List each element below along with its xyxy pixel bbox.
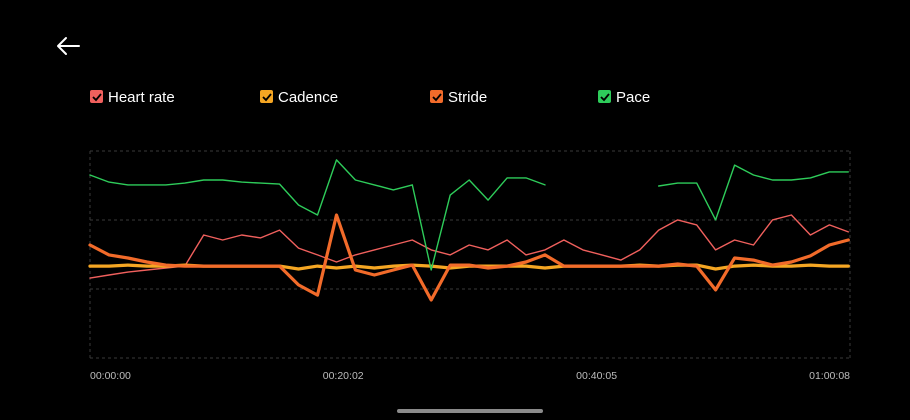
legend-label[interactable]: Pace [616, 89, 650, 106]
x-tick-label: 00:20:02 [323, 370, 364, 382]
legend-checkbox[interactable] [598, 90, 611, 103]
legend-item[interactable]: Stride [430, 89, 487, 106]
series-line [88, 213, 850, 302]
legend-checkbox[interactable] [430, 90, 443, 103]
plot [88, 159, 850, 302]
legend-checkbox[interactable] [90, 90, 103, 103]
x-axis: 00:00:00 00:20:02 00:40:05 01:00:08 [90, 370, 850, 382]
plot-frame [89, 150, 851, 359]
x-tick-label: 00:00:00 [90, 370, 131, 382]
series-line [89, 214, 849, 279]
legend-check[interactable] [92, 93, 102, 102]
x-tick-label: 01:00:08 [809, 370, 850, 382]
legend-label[interactable]: Cadence [278, 89, 338, 106]
home-indicator[interactable] [397, 409, 543, 413]
legend-check[interactable] [600, 93, 610, 102]
back-button[interactable] [57, 37, 80, 55]
legend: Heart rate Cadence Stride Pace [90, 89, 650, 106]
legend-item[interactable]: Cadence [260, 89, 338, 106]
legend-check[interactable] [432, 93, 442, 102]
legend-check[interactable] [262, 93, 272, 102]
legend-item[interactable]: Pace [598, 89, 650, 106]
series-line [89, 159, 849, 271]
legend-checkbox[interactable] [260, 90, 273, 103]
legend-label[interactable]: Heart rate [108, 89, 175, 106]
legend-item[interactable]: Heart rate [90, 89, 175, 106]
legend-label[interactable]: Stride [448, 89, 487, 106]
x-tick-label: 00:40:05 [576, 370, 617, 382]
back-arrow[interactable] [57, 37, 80, 55]
